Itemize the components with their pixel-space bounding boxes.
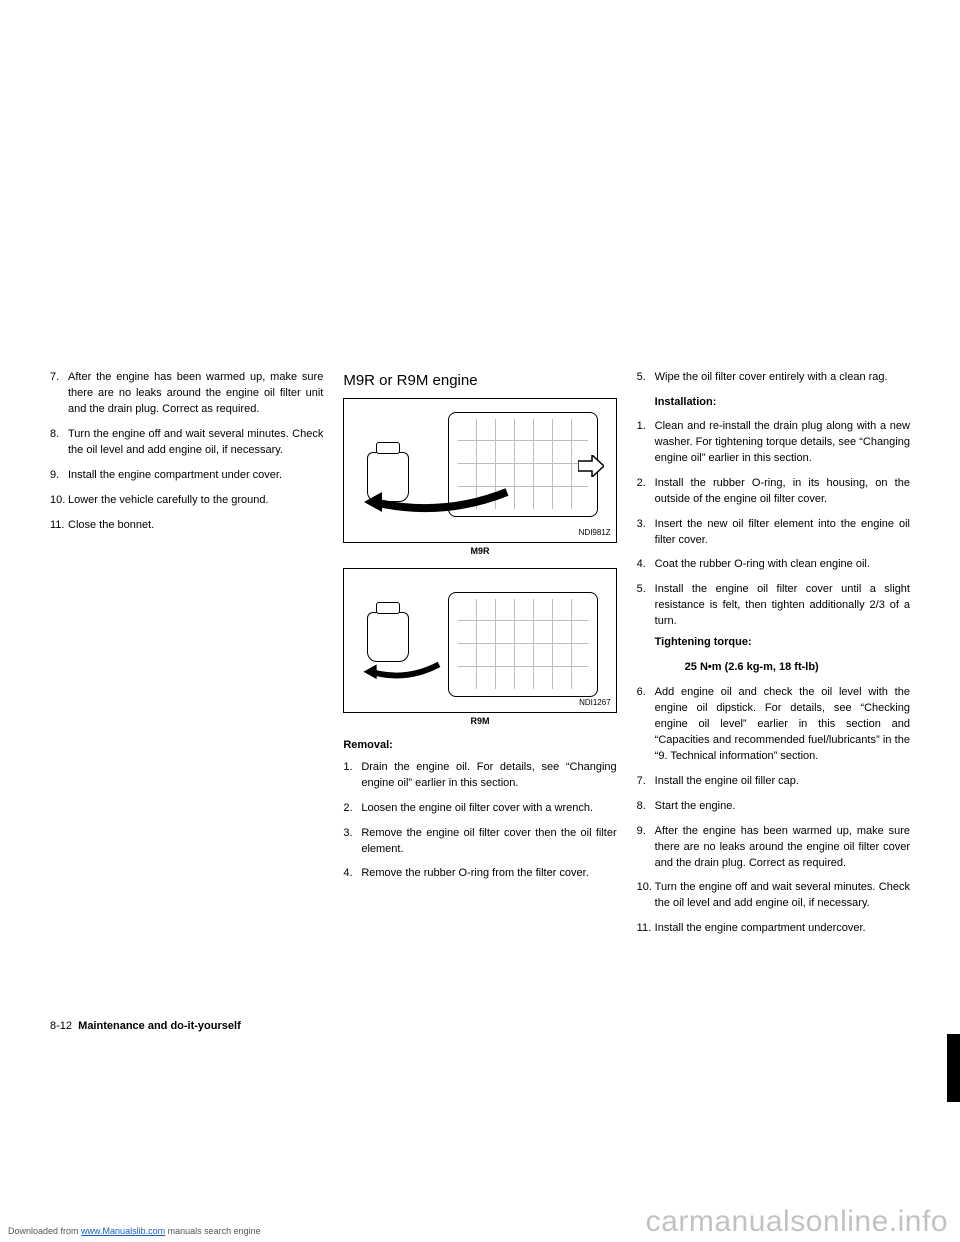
list-item: 3.Remove the engine oil filter cover the… xyxy=(343,826,616,858)
item-text: Install the engine compartment under cov… xyxy=(68,468,323,484)
item-text: Wipe the oil filter cover entirely with … xyxy=(655,370,910,386)
list-item: 10.Turn the engine off and wait several … xyxy=(637,880,910,912)
thumb-index-bar xyxy=(947,1034,960,1102)
page-number: 8-12 xyxy=(50,1020,72,1032)
item-text: Install the engine oil filler cap. xyxy=(655,774,910,790)
figure-ref: NDI981Z xyxy=(579,527,611,539)
list-item: 9.After the engine has been warmed up, m… xyxy=(637,824,910,872)
item-number: 7. xyxy=(637,774,655,790)
list-item: 8.Turn the engine off and wait several m… xyxy=(50,427,323,459)
list-item: 7.Install the engine oil filler cap. xyxy=(637,774,910,790)
list-item: 10.Lower the vehicle carefully to the gr… xyxy=(50,493,323,509)
figure-ref: NDI1267 xyxy=(579,697,611,709)
list-item: 8.Start the engine. xyxy=(637,799,910,815)
list-item: 5.Install the engine oil filter cover un… xyxy=(637,582,910,630)
column-left: 7.After the engine has been warmed up, m… xyxy=(50,370,323,946)
steps-list-col1: 7.After the engine has been warmed up, m… xyxy=(50,370,323,534)
item-number: 9. xyxy=(50,468,68,484)
item-text: Remove the engine oil filter cover then … xyxy=(361,826,616,858)
list-item: 11.Install the engine compartment underc… xyxy=(637,921,910,937)
removal-list: 1.Drain the engine oil. For details, see… xyxy=(343,760,616,883)
item-text: Install the engine oil filter cover unti… xyxy=(655,582,910,630)
item-number: 9. xyxy=(637,824,655,872)
list-item: 4.Remove the rubber O-ring from the filt… xyxy=(343,866,616,882)
list-item: 2.Loosen the engine oil filter cover wit… xyxy=(343,801,616,817)
section-heading: M9R or R9M engine xyxy=(343,370,616,392)
column-right: 5.Wipe the oil filter cover entirely wit… xyxy=(637,370,910,946)
attribution-suffix: manuals search engine xyxy=(165,1226,261,1236)
arrow-curve-icon xyxy=(362,488,512,514)
item-text: Drain the engine oil. For details, see “… xyxy=(361,760,616,792)
removal-title: Removal: xyxy=(343,738,616,754)
item-number: 5. xyxy=(637,582,655,630)
item-number: 10. xyxy=(50,493,68,509)
page-footer: 8-12 Maintenance and do-it-yourself xyxy=(50,1020,241,1032)
list-item: 3.Insert the new oil filter element into… xyxy=(637,517,910,549)
list-item: 7.After the engine has been warmed up, m… xyxy=(50,370,323,418)
page-title: Maintenance and do-it-yourself xyxy=(78,1020,241,1032)
item-text: After the engine has been warmed up, mak… xyxy=(655,824,910,872)
torque-value: 25 N•m (2.6 kg-m, 18 ft-lb) xyxy=(685,660,910,676)
item-number: 4. xyxy=(637,557,655,573)
item-text: Add engine oil and check the oil level w… xyxy=(655,685,910,765)
item-number: 8. xyxy=(50,427,68,459)
list-item: 1.Clean and re-install the drain plug al… xyxy=(637,419,910,467)
item-number: 2. xyxy=(343,801,361,817)
top-step: 5.Wipe the oil filter cover entirely wit… xyxy=(637,370,910,386)
figure-m9r: NDI981Z xyxy=(343,398,616,543)
item-number: 4. xyxy=(343,866,361,882)
item-text: Insert the new oil filter element into t… xyxy=(655,517,910,549)
item-number: 2. xyxy=(637,476,655,508)
item-text: Install the rubber O-ring, in its housin… xyxy=(655,476,910,508)
torque-label: Tightening torque: xyxy=(655,635,910,651)
item-number: 10. xyxy=(637,880,655,912)
install-list: 1.Clean and re-install the drain plug al… xyxy=(637,419,910,630)
item-number: 7. xyxy=(50,370,68,418)
install-list-2: 6.Add engine oil and check the oil level… xyxy=(637,685,910,937)
item-text: Start the engine. xyxy=(655,799,910,815)
list-item: 9.Install the engine compartment under c… xyxy=(50,468,323,484)
figure-caption: M9R xyxy=(343,545,616,558)
item-number: 8. xyxy=(637,799,655,815)
item-text: Turn the engine off and wait several min… xyxy=(655,880,910,912)
installation-title: Installation: xyxy=(655,395,910,411)
item-text: After the engine has been warmed up, mak… xyxy=(68,370,323,418)
item-text: Clean and re-install the drain plug alon… xyxy=(655,419,910,467)
arrow-outline-icon xyxy=(578,455,604,477)
item-text: Install the engine compartment undercove… xyxy=(655,921,910,937)
item-text: Loosen the engine oil filter cover with … xyxy=(361,801,616,817)
item-text: Lower the vehicle carefully to the groun… xyxy=(68,493,323,509)
engine-sketch xyxy=(352,407,607,524)
download-attribution: Downloaded from www.Manualslib.com manua… xyxy=(8,1226,261,1236)
watermark: carmanualsonline.info xyxy=(646,1205,948,1239)
item-text: Remove the rubber O-ring from the filter… xyxy=(361,866,616,882)
list-item: 11.Close the bonnet. xyxy=(50,518,323,534)
item-number: 11. xyxy=(50,518,68,534)
list-item: 1.Drain the engine oil. For details, see… xyxy=(343,760,616,792)
figure-caption: R9M xyxy=(343,715,616,728)
item-number: 3. xyxy=(637,517,655,549)
list-item: 6.Add engine oil and check the oil level… xyxy=(637,685,910,765)
attribution-prefix: Downloaded from xyxy=(8,1226,81,1236)
figure-r9m: NDI1267 xyxy=(343,568,616,713)
manualslib-link[interactable]: www.Manualslib.com xyxy=(81,1226,165,1236)
arrow-curve-icon xyxy=(362,658,472,684)
list-item: 4.Coat the rubber O-ring with clean engi… xyxy=(637,557,910,573)
item-number: 5. xyxy=(637,370,655,386)
item-number: 1. xyxy=(637,419,655,467)
item-text: Close the bonnet. xyxy=(68,518,323,534)
list-item: 2.Install the rubber O-ring, in its hous… xyxy=(637,476,910,508)
engine-sketch xyxy=(352,577,607,694)
item-text: Coat the rubber O-ring with clean engine… xyxy=(655,557,910,573)
item-number: 3. xyxy=(343,826,361,858)
item-number: 11. xyxy=(637,921,655,937)
item-number: 1. xyxy=(343,760,361,792)
item-number: 6. xyxy=(637,685,655,765)
item-text: Turn the engine off and wait several min… xyxy=(68,427,323,459)
column-center: M9R or R9M engine NDI981Z M9R xyxy=(343,370,616,946)
list-item: 5.Wipe the oil filter cover entirely wit… xyxy=(637,370,910,386)
